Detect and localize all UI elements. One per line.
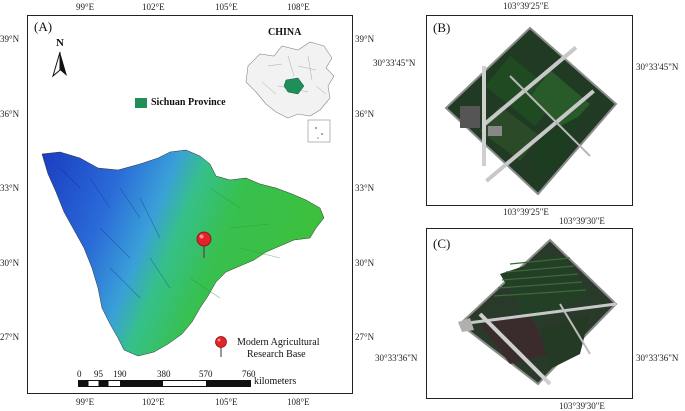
panel-a-top-tick: 105°E <box>215 2 238 12</box>
north-label: N <box>56 37 64 49</box>
panel-c-right-tick: 30°33'36"N <box>636 353 679 363</box>
north-arrow-icon <box>52 51 67 78</box>
panel-a-left-tick: 33°N <box>0 183 20 193</box>
panel-c-aerial-image <box>458 238 618 386</box>
china-inset-map <box>245 41 335 143</box>
scale-value: 0 <box>77 369 82 379</box>
panel-b-bottom-tick: 103°39'25"E <box>503 207 549 217</box>
panel-a-left-tick: 30°N <box>0 258 20 268</box>
scale-value: 570 <box>199 369 213 379</box>
panel-a-top-tick: 102°E <box>142 2 165 12</box>
province-legend-swatch <box>135 98 147 108</box>
legend-base-label-line2: Research Base <box>247 349 306 360</box>
scale-value: 190 <box>113 369 127 379</box>
scale-value: 380 <box>157 369 171 379</box>
panel-c-left-tick: 30°33'36"N <box>375 353 418 363</box>
scale-bar <box>78 380 251 387</box>
panel-b-label: (B) <box>433 20 451 35</box>
panel-b-top-tick: 103°39'25"E <box>503 1 549 11</box>
panel-b-aerial-image <box>444 26 618 196</box>
panel-a-top-tick: 108°E <box>287 2 310 12</box>
legend-base-label-line1: Modern Agricultural <box>237 337 320 348</box>
panel-c-bottom-tick: 103°39'30"E <box>559 401 605 411</box>
province-legend-label: Sichuan Province <box>151 97 226 108</box>
scale-value: 760 <box>242 369 256 379</box>
panel-a-right-tick: 33°N <box>355 183 375 193</box>
legend-marker-icon <box>215 336 227 357</box>
panel-a-bottom-tick: 105°E <box>215 397 238 407</box>
panel-b-left-tick: 30°33'45"N <box>373 58 416 68</box>
panel-a-top-tick: 99°E <box>76 2 95 12</box>
panel-a-left-tick: 36°N <box>0 109 20 119</box>
panel-b-right-tick: 30°33'45"N <box>636 62 679 72</box>
panel-a-right-tick: 27°N <box>355 332 375 342</box>
panel-a-right-tick: 30°N <box>355 258 375 268</box>
panel-c-label: (C) <box>433 236 451 251</box>
scale-value: 95 <box>94 369 103 379</box>
panel-a-left-tick: 39°N <box>0 34 20 44</box>
panel-a-left-tick: 27°N <box>0 332 20 342</box>
panel-a-right-tick: 39°N <box>355 34 375 44</box>
sichuan-province-map <box>41 149 325 357</box>
panel-a-bottom-tick: 102°E <box>142 397 165 407</box>
research-base-marker-icon <box>196 231 212 258</box>
panel-a-right-tick: 36°N <box>355 109 375 119</box>
scale-unit-label: kilometers <box>254 376 297 387</box>
inset-china-title: CHINA <box>268 27 302 38</box>
panel-c-top-tick: 103°39'30"E <box>559 216 605 226</box>
panel-a-bottom-tick: 99°E <box>76 397 95 407</box>
panel-a-label: (A) <box>34 19 53 34</box>
panel-a-bottom-tick: 108°E <box>287 397 310 407</box>
